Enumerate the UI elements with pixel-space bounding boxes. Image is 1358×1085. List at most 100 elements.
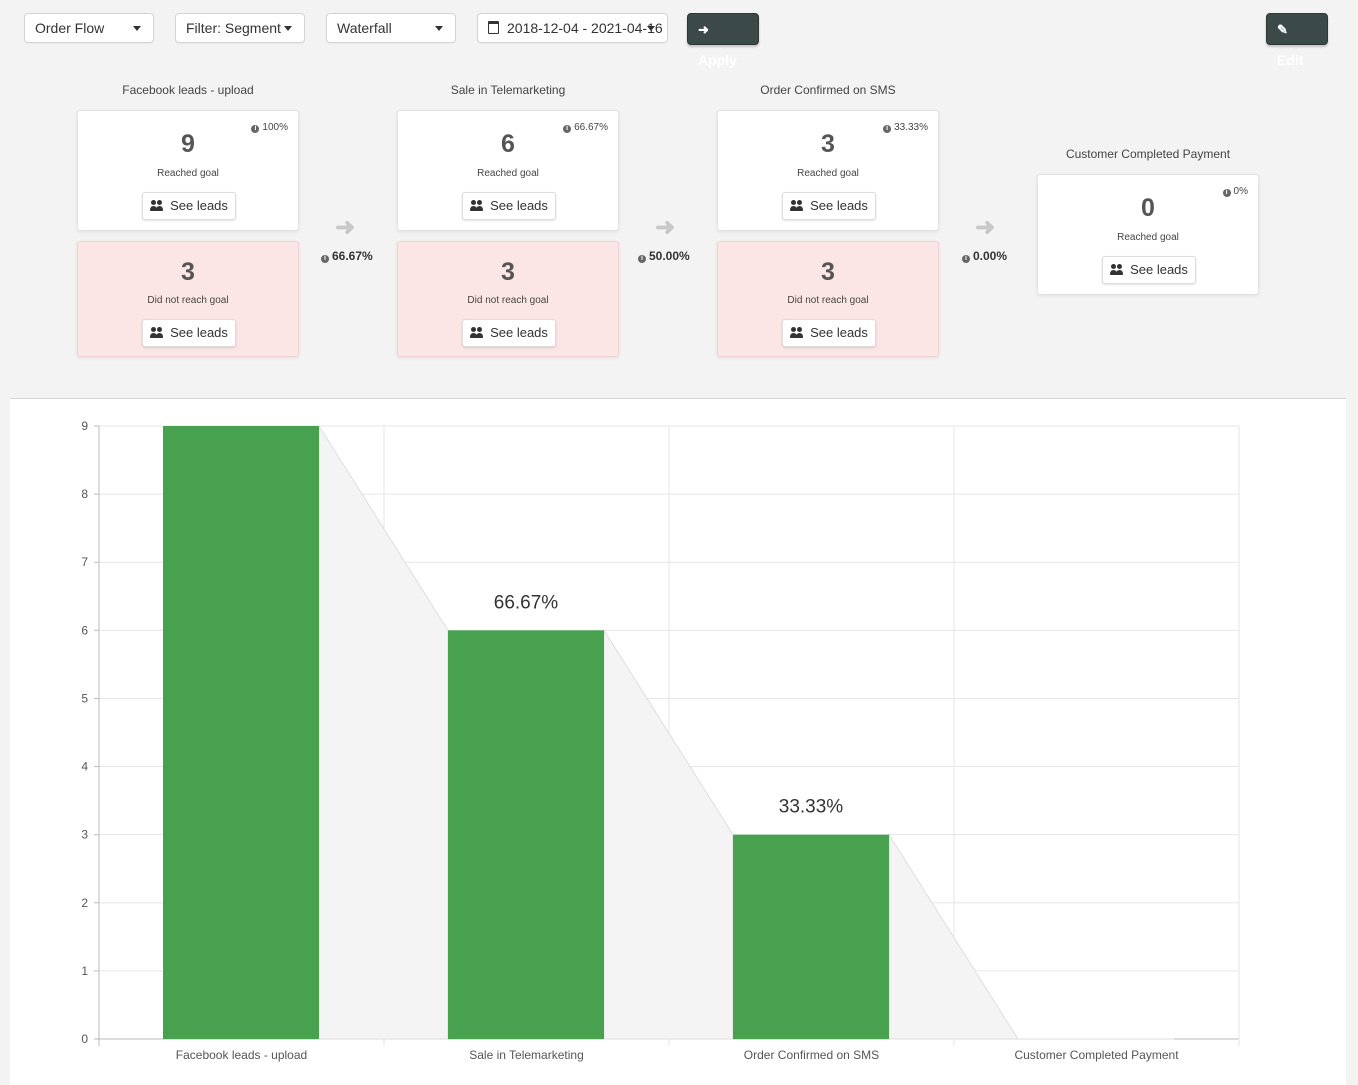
caret-down-icon — [647, 26, 655, 31]
users-icon — [790, 200, 804, 211]
reached-goal-card: i 0% 0 Reached goal See leads — [1037, 174, 1259, 295]
reached-label: Reached goal — [157, 168, 219, 179]
view-type-value: Waterfall — [337, 20, 392, 36]
reached-percent: i 66.67% — [563, 122, 608, 133]
y-tick-label: 8 — [81, 487, 88, 501]
pencil-icon: ✎ — [1277, 22, 1288, 37]
waterfall-chart: 0 1 2 3 4 5 6 7 8 9 Facebook leads - upload 66.67% S… — [10, 398, 1346, 1085]
bar — [448, 630, 604, 1039]
toolbar: Order Flow Filter: Segment Waterfall 201… — [24, 13, 1358, 68]
users-icon — [470, 327, 484, 338]
dropoff-area — [888, 832, 1174, 1040]
not-reached-label: Did not reach goal — [787, 295, 869, 306]
reached-goal-card: i 66.67% 6 Reached goal See leads — [397, 110, 619, 231]
see-leads-button[interactable]: See leads — [142, 192, 236, 220]
not-reached-goal-card: 3 Did not reach goal See leads — [397, 241, 619, 357]
not-reached-label: Did not reach goal — [147, 295, 229, 306]
edit-button-label: Edit — [1277, 52, 1304, 68]
see-leads-button[interactable]: See leads — [1102, 256, 1196, 284]
info-icon: i — [321, 255, 329, 263]
y-tick-label: 3 — [81, 828, 88, 842]
conversion-rate-value: 50.00% — [649, 249, 690, 263]
flow-select[interactable]: Order Flow — [24, 13, 154, 43]
reached-percent-value: 0% — [1233, 186, 1248, 197]
step-title: Sale in Telemarketing — [450, 83, 566, 97]
caret-down-icon — [284, 26, 292, 31]
conversion-rate-value: 0.00% — [973, 249, 1008, 263]
y-tick-label: 6 — [81, 623, 88, 637]
apply-button-label: Apply — [698, 52, 737, 68]
info-icon: i — [883, 125, 892, 133]
bar-data-label: 33.33% — [779, 797, 844, 818]
see-leads-button[interactable]: See leads — [462, 192, 556, 220]
see-leads-label: See leads — [490, 325, 548, 340]
date-range-value: 2018-12-04 - 2021-04-16 — [507, 20, 663, 36]
see-leads-button[interactable]: See leads — [142, 319, 236, 347]
see-leads-label: See leads — [490, 198, 548, 213]
reached-percent: i 0% — [1222, 186, 1248, 197]
see-leads-label: See leads — [810, 198, 868, 213]
users-icon — [470, 200, 484, 211]
chart-canvas: 0 1 2 3 4 5 6 7 8 9 Facebook leads - upload 66.67% S… — [81, 419, 1240, 1062]
conversion-rate: i 66.67% — [321, 249, 373, 263]
see-leads-button[interactable]: See leads — [782, 192, 876, 220]
info-icon: i — [962, 255, 970, 263]
y-tick-label: 9 — [81, 419, 88, 433]
not-reached-count: 3 — [501, 258, 515, 286]
y-tick-label: 4 — [81, 760, 88, 774]
step-title: Order Confirmed on SMS — [760, 83, 896, 97]
not-reached-goal-card: 3 Did not reach goal See leads — [717, 241, 939, 357]
see-leads-button[interactable]: See leads — [462, 319, 556, 347]
users-icon — [1110, 264, 1124, 275]
not-reached-goal-card: 3 Did not reach goal See leads — [77, 241, 299, 357]
caret-down-icon — [435, 26, 443, 31]
apply-button[interactable]: ➜ Apply — [687, 13, 759, 68]
date-range-picker[interactable]: 2018-12-04 - 2021-04-16 — [477, 13, 668, 43]
segment-filter-value: Filter: Segment — [186, 20, 281, 36]
flow-select-value: Order Flow — [35, 20, 105, 36]
x-category-label: Order Confirmed on SMS — [744, 1048, 879, 1062]
y-tick-label: 1 — [81, 964, 88, 978]
see-leads-label: See leads — [810, 325, 868, 340]
info-icon: i — [563, 125, 572, 133]
x-category-label: Facebook leads - upload — [176, 1048, 307, 1062]
see-leads-label: See leads — [1130, 262, 1188, 277]
users-icon — [790, 327, 804, 338]
reached-label: Reached goal — [797, 168, 859, 179]
users-icon — [150, 200, 164, 211]
y-tick-label: 7 — [81, 555, 88, 569]
bar-data-label: 66.67% — [494, 592, 559, 613]
arrow-right-icon: ➜ — [975, 214, 996, 241]
y-tick-label: 5 — [81, 691, 88, 705]
info-icon: i — [1222, 189, 1231, 197]
reached-count: 6 — [501, 130, 515, 158]
x-category-label: Sale in Telemarketing — [469, 1048, 584, 1062]
step-title: Facebook leads - upload — [122, 83, 254, 97]
edit-button[interactable]: ✎ Edit — [1266, 13, 1328, 68]
view-type-select[interactable]: Waterfall — [326, 13, 456, 43]
reached-label: Reached goal — [477, 168, 539, 179]
reached-goal-card: i 33.33% 3 Reached goal See leads — [717, 110, 939, 231]
segment-filter-select[interactable]: Filter: Segment — [175, 13, 305, 43]
reached-count: 9 — [181, 130, 195, 158]
reached-percent-value: 66.67% — [574, 122, 608, 133]
y-tick-label: 2 — [81, 896, 88, 910]
arrow-right-icon: ➜ — [698, 22, 709, 37]
conversion-rate: i 0.00% — [962, 249, 1007, 263]
reached-percent-value: 33.33% — [894, 122, 928, 133]
reached-count: 0 — [1141, 194, 1155, 222]
not-reached-count: 3 — [821, 258, 835, 286]
bar — [733, 834, 889, 1039]
x-category-label: Customer Completed Payment — [1014, 1048, 1179, 1062]
info-icon: i — [638, 255, 646, 263]
conversion-rate: i 50.00% — [638, 249, 690, 263]
reached-percent-value: 100% — [262, 122, 288, 133]
caret-down-icon — [133, 26, 141, 31]
reached-label: Reached goal — [1117, 232, 1179, 243]
reached-percent: i 33.33% — [883, 122, 928, 133]
see-leads-button[interactable]: See leads — [782, 319, 876, 347]
users-icon — [150, 327, 164, 338]
bar — [163, 426, 319, 1039]
calendar-icon — [488, 21, 499, 34]
y-tick-label: 0 — [81, 1032, 88, 1046]
